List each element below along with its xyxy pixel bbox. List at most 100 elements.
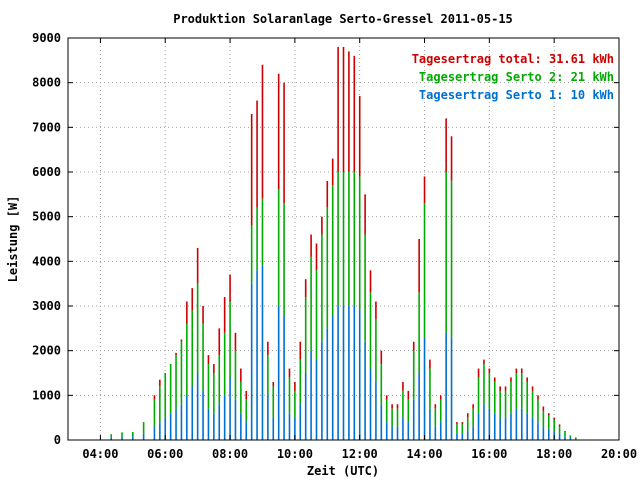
bar-serto-1 bbox=[196, 373, 199, 440]
y-tick-label: 4000 bbox=[32, 254, 61, 268]
bar-serto-1 bbox=[223, 395, 226, 440]
bar-serto-2 bbox=[353, 172, 356, 306]
bar-serto-2 bbox=[542, 410, 545, 427]
bar-total bbox=[223, 297, 226, 333]
bar-serto-2 bbox=[380, 364, 383, 405]
bar-serto-2 bbox=[321, 234, 323, 342]
x-tick-label: 14:00 bbox=[406, 447, 442, 461]
bar-total bbox=[558, 424, 561, 427]
bar-total bbox=[202, 306, 204, 324]
bar-serto-1 bbox=[294, 417, 296, 440]
bar-total bbox=[461, 422, 464, 425]
bar-serto-1 bbox=[429, 408, 431, 440]
bar-total bbox=[272, 381, 275, 387]
chart-title: Produktion Solaranlage Serto-Gressel 201… bbox=[173, 12, 513, 26]
x-axis: 04:00 06:00 08:00 10:00 12:00 14:00 16:00 18:00… bbox=[82, 38, 637, 461]
bar-serto-2 bbox=[272, 386, 275, 418]
bar-total bbox=[439, 395, 442, 400]
bar-total bbox=[515, 368, 518, 373]
bar-serto-1 bbox=[202, 390, 204, 440]
bar-total bbox=[423, 176, 426, 204]
bar-serto-1 bbox=[315, 359, 318, 440]
x-tick-label: 12:00 bbox=[342, 447, 378, 461]
bar-total bbox=[531, 386, 534, 391]
bar-total bbox=[472, 404, 474, 409]
bar-serto-2 bbox=[191, 310, 194, 387]
bar-serto-1 bbox=[461, 433, 464, 440]
bar-serto-1 bbox=[304, 373, 307, 440]
bar-serto-1 bbox=[564, 436, 566, 440]
bar-serto-1 bbox=[175, 408, 177, 440]
bar-serto-1 bbox=[537, 422, 539, 440]
bar-total bbox=[207, 355, 210, 365]
bar-serto-2 bbox=[267, 355, 269, 396]
y-axis-label: Leistung [W] bbox=[6, 196, 20, 283]
bar-serto-2 bbox=[180, 341, 183, 405]
bar-total bbox=[418, 239, 420, 293]
bar-serto-2 bbox=[493, 381, 496, 414]
bar-total bbox=[542, 406, 545, 411]
bar-serto-2 bbox=[294, 390, 296, 418]
bar-total bbox=[520, 368, 523, 373]
bar-total bbox=[477, 368, 480, 378]
bar-serto-2 bbox=[537, 399, 539, 423]
bar-serto-2 bbox=[358, 176, 361, 311]
bar-serto-2 bbox=[375, 319, 377, 382]
bar-serto-1 bbox=[110, 437, 113, 440]
bar-total bbox=[385, 395, 388, 400]
bar-serto-2 bbox=[499, 390, 501, 418]
bar-serto-1 bbox=[218, 404, 221, 440]
bar-serto-2 bbox=[434, 408, 437, 427]
bar-total bbox=[407, 390, 410, 400]
y-axis: 0 1000 2000 3000 4000 5000 6000 7000 8000 9000 bbox=[32, 31, 619, 447]
y-tick-label: 8000 bbox=[32, 76, 61, 90]
bar-serto-2 bbox=[331, 185, 334, 315]
bar-serto-2 bbox=[520, 373, 523, 409]
legend-entry: Tagesertrag total: 31.61 kWh bbox=[412, 52, 614, 66]
bar-total bbox=[240, 368, 242, 382]
bar-serto-2 bbox=[569, 435, 572, 439]
bar-serto-1 bbox=[558, 433, 561, 440]
bar-serto-1 bbox=[299, 404, 302, 440]
bar-total bbox=[466, 413, 469, 418]
bar-serto-2 bbox=[169, 364, 172, 414]
bar-serto-2 bbox=[159, 386, 161, 423]
bar-total bbox=[553, 417, 555, 420]
bar-serto-2 bbox=[461, 424, 464, 434]
bar-serto-1 bbox=[493, 413, 496, 440]
bar-serto-1 bbox=[477, 413, 480, 440]
bar-serto-2 bbox=[202, 323, 204, 391]
bar-serto-2 bbox=[531, 390, 534, 418]
bar-serto-2 bbox=[261, 198, 264, 266]
bar-total bbox=[180, 339, 183, 342]
bar-total bbox=[402, 381, 404, 391]
x-tick-label: 16:00 bbox=[471, 447, 507, 461]
bar-serto-1 bbox=[396, 426, 399, 440]
bar-serto-2 bbox=[277, 189, 280, 306]
bar-serto-1 bbox=[542, 426, 545, 440]
bar-serto-1 bbox=[240, 413, 242, 440]
bar-total bbox=[434, 404, 437, 409]
bar-serto-1 bbox=[213, 413, 215, 440]
y-tick-label: 5000 bbox=[32, 210, 61, 224]
bar-total bbox=[450, 136, 453, 181]
y-tick-label: 1000 bbox=[32, 388, 61, 402]
bar-serto-2 bbox=[326, 207, 329, 329]
bar-serto-1 bbox=[412, 399, 415, 440]
bar-serto-2 bbox=[391, 408, 393, 427]
bar-serto-2 bbox=[418, 292, 420, 373]
bar-serto-1 bbox=[488, 408, 491, 440]
bar-total bbox=[229, 274, 231, 302]
bar-total bbox=[483, 359, 485, 365]
bar-serto-2 bbox=[412, 350, 415, 400]
bar-serto-2 bbox=[153, 399, 156, 427]
bar-total bbox=[488, 368, 491, 373]
bar-serto-1 bbox=[483, 404, 485, 440]
bar-total bbox=[526, 377, 528, 382]
bar-serto-2 bbox=[526, 381, 528, 414]
bar-serto-1 bbox=[288, 413, 291, 440]
bar-total bbox=[537, 395, 539, 400]
bar-serto-2 bbox=[564, 431, 566, 437]
bar-serto-1 bbox=[466, 431, 469, 440]
bar-serto-1 bbox=[445, 332, 447, 440]
